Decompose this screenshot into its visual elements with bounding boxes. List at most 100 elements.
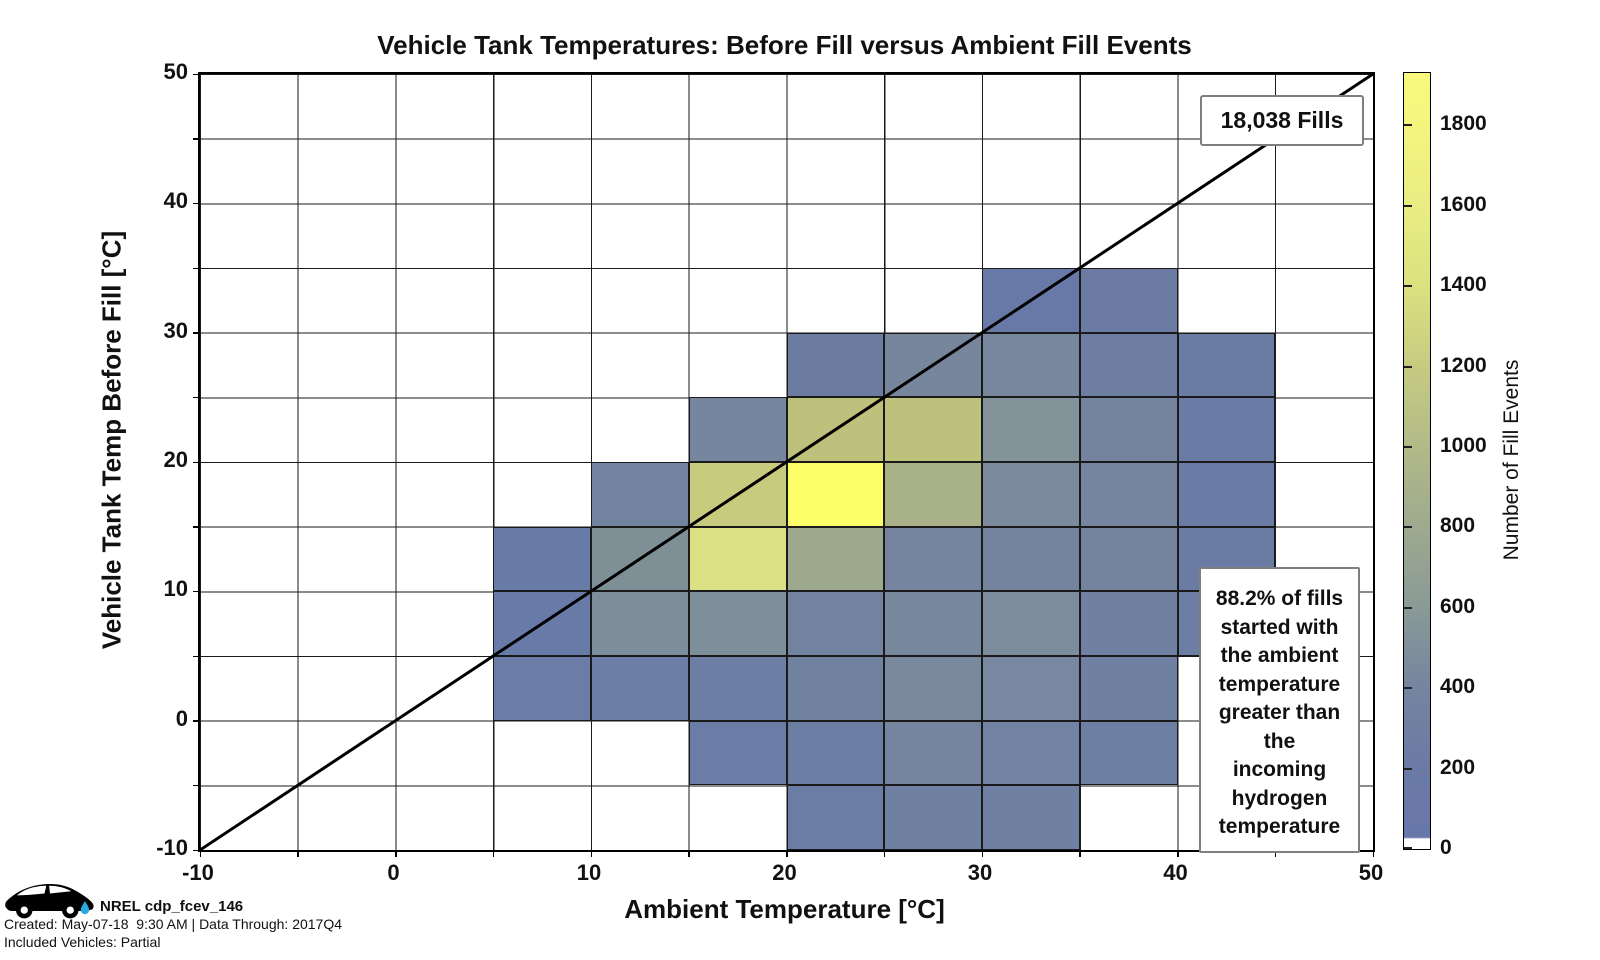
colorbar-tick bbox=[1404, 124, 1412, 127]
colorbar-tick bbox=[1404, 445, 1412, 448]
y-axis-tick bbox=[193, 396, 200, 399]
heatmap-cell bbox=[688, 656, 787, 721]
heatmap-cell bbox=[884, 785, 982, 850]
colorbar-tick-label: 1800 bbox=[1440, 112, 1487, 136]
colorbar-tick bbox=[1404, 204, 1412, 207]
x-axis-tick bbox=[590, 850, 592, 857]
x-axis-tick bbox=[199, 850, 201, 857]
heatmap-cell bbox=[688, 462, 787, 527]
heatmap-cell bbox=[493, 526, 591, 592]
y-axis-tick bbox=[193, 526, 200, 528]
heatmap-cell bbox=[1079, 397, 1178, 462]
y-tick-label: 0 bbox=[175, 705, 188, 731]
y-tick-label: 20 bbox=[163, 447, 188, 472]
heatmap-cell bbox=[884, 656, 982, 721]
y-axis-tick bbox=[193, 202, 200, 205]
x-axis-tick bbox=[883, 850, 886, 857]
heatmap-cell bbox=[688, 526, 787, 592]
heatmap-cell bbox=[786, 397, 885, 462]
x-axis-tick bbox=[395, 850, 397, 857]
y-axis-tick bbox=[193, 720, 200, 722]
colorbar-tick bbox=[1404, 365, 1412, 368]
heatmap-cell bbox=[982, 268, 1080, 333]
colorbar-tick-label: 800 bbox=[1440, 514, 1476, 538]
heatmap-cell bbox=[1079, 526, 1178, 592]
y-axis-tick bbox=[193, 784, 200, 787]
heatmap-cell bbox=[688, 720, 787, 786]
x-axis-tick bbox=[492, 850, 495, 857]
heatmap-cell bbox=[884, 462, 982, 527]
y-axis-tick bbox=[193, 73, 200, 75]
x-tick-label: -10 bbox=[182, 860, 214, 885]
colorbar-tick bbox=[1404, 285, 1412, 288]
colorbar-tick bbox=[1404, 606, 1412, 609]
heatmap-cell bbox=[884, 397, 982, 462]
heatmap-cell bbox=[1177, 397, 1276, 462]
heatmap-cell bbox=[591, 656, 689, 721]
heatmap-cell bbox=[1079, 656, 1178, 721]
y-axis-tick bbox=[193, 267, 200, 269]
colorbar-tick-label: 1200 bbox=[1440, 353, 1487, 377]
heatmap-cell bbox=[982, 656, 1080, 721]
y-axis-tick bbox=[193, 332, 200, 334]
y-axis-tick bbox=[193, 849, 200, 851]
heatmap-cell bbox=[1177, 462, 1276, 527]
heatmap-cell bbox=[1079, 332, 1178, 398]
colorbar-tick-label: 1400 bbox=[1440, 273, 1487, 297]
included-vehicles-label: Included Vehicles: Partial bbox=[4, 934, 161, 950]
colorbar-tick-label: 1000 bbox=[1440, 433, 1487, 457]
heatmap-cell bbox=[884, 332, 982, 398]
x-tick-label: 10 bbox=[576, 860, 602, 885]
x-axis-tick bbox=[688, 850, 690, 857]
plot-area bbox=[193, 72, 1375, 857]
heatmap-cell bbox=[982, 332, 1080, 398]
colorbar-tick-label: 1600 bbox=[1440, 192, 1487, 216]
heatmap-cell bbox=[884, 591, 982, 656]
heatmap-cell bbox=[786, 656, 885, 721]
created-date-label: Created: May-07-18 9:30 AM | Data Throug… bbox=[4, 916, 343, 932]
y-axis-tick bbox=[193, 590, 200, 593]
y-axis-tick bbox=[193, 461, 200, 463]
heatmap-cell bbox=[1079, 462, 1178, 527]
heatmap-cell bbox=[982, 591, 1080, 656]
heatmap-cell bbox=[1177, 332, 1276, 398]
x-axis-tick bbox=[981, 850, 983, 857]
x-tick-label: 30 bbox=[967, 860, 993, 885]
colorbar-tick bbox=[1404, 847, 1412, 849]
heatmap-cell bbox=[493, 591, 591, 656]
y-tick-label: -10 bbox=[156, 835, 188, 860]
x-tick-label: 0 bbox=[387, 860, 400, 885]
heatmap-cell bbox=[591, 526, 689, 592]
x-axis-tick bbox=[1274, 850, 1277, 857]
colorbar-tick bbox=[1404, 526, 1412, 529]
dataset-id-label: NREL cdp_fcev_146 bbox=[100, 898, 244, 915]
heatmap-cell bbox=[982, 720, 1080, 786]
y-axis-tick bbox=[193, 655, 200, 657]
y-axis-tick bbox=[193, 138, 200, 140]
chart-title: Vehicle Tank Temperatures: Before Fill v… bbox=[377, 30, 1192, 60]
heatmap-cell bbox=[982, 526, 1080, 592]
colorbar bbox=[1403, 72, 1431, 850]
y-tick-label: 40 bbox=[163, 188, 188, 214]
total-fills-annotation: 18,038 Fills bbox=[1200, 95, 1364, 146]
x-axis-tick bbox=[1177, 850, 1179, 857]
y-tick-label: 30 bbox=[163, 317, 188, 343]
heatmap-cell bbox=[1079, 720, 1178, 786]
heatmap-cell bbox=[786, 526, 885, 592]
heatmap-cell bbox=[1079, 591, 1178, 656]
percent-fills-annotation: 88.2% of fills started with the ambient … bbox=[1199, 567, 1360, 853]
heatmap-cell bbox=[786, 785, 885, 850]
heatmap-cell bbox=[688, 591, 787, 656]
heatmap-cell bbox=[884, 720, 982, 786]
x-tick-label: 20 bbox=[772, 860, 797, 885]
x-axis-tick bbox=[297, 850, 299, 857]
colorbar-tick bbox=[1404, 767, 1412, 770]
nrel-car-logo-icon bbox=[5, 884, 94, 919]
heatmap-cell bbox=[1079, 268, 1178, 333]
x-tick-label: 40 bbox=[1163, 860, 1188, 885]
colorbar-tick bbox=[1404, 687, 1412, 690]
x-axis-tick bbox=[1372, 850, 1374, 857]
x-axis-label: Ambient Temperature [°C] bbox=[624, 894, 945, 924]
heatmap-cell bbox=[786, 720, 885, 786]
